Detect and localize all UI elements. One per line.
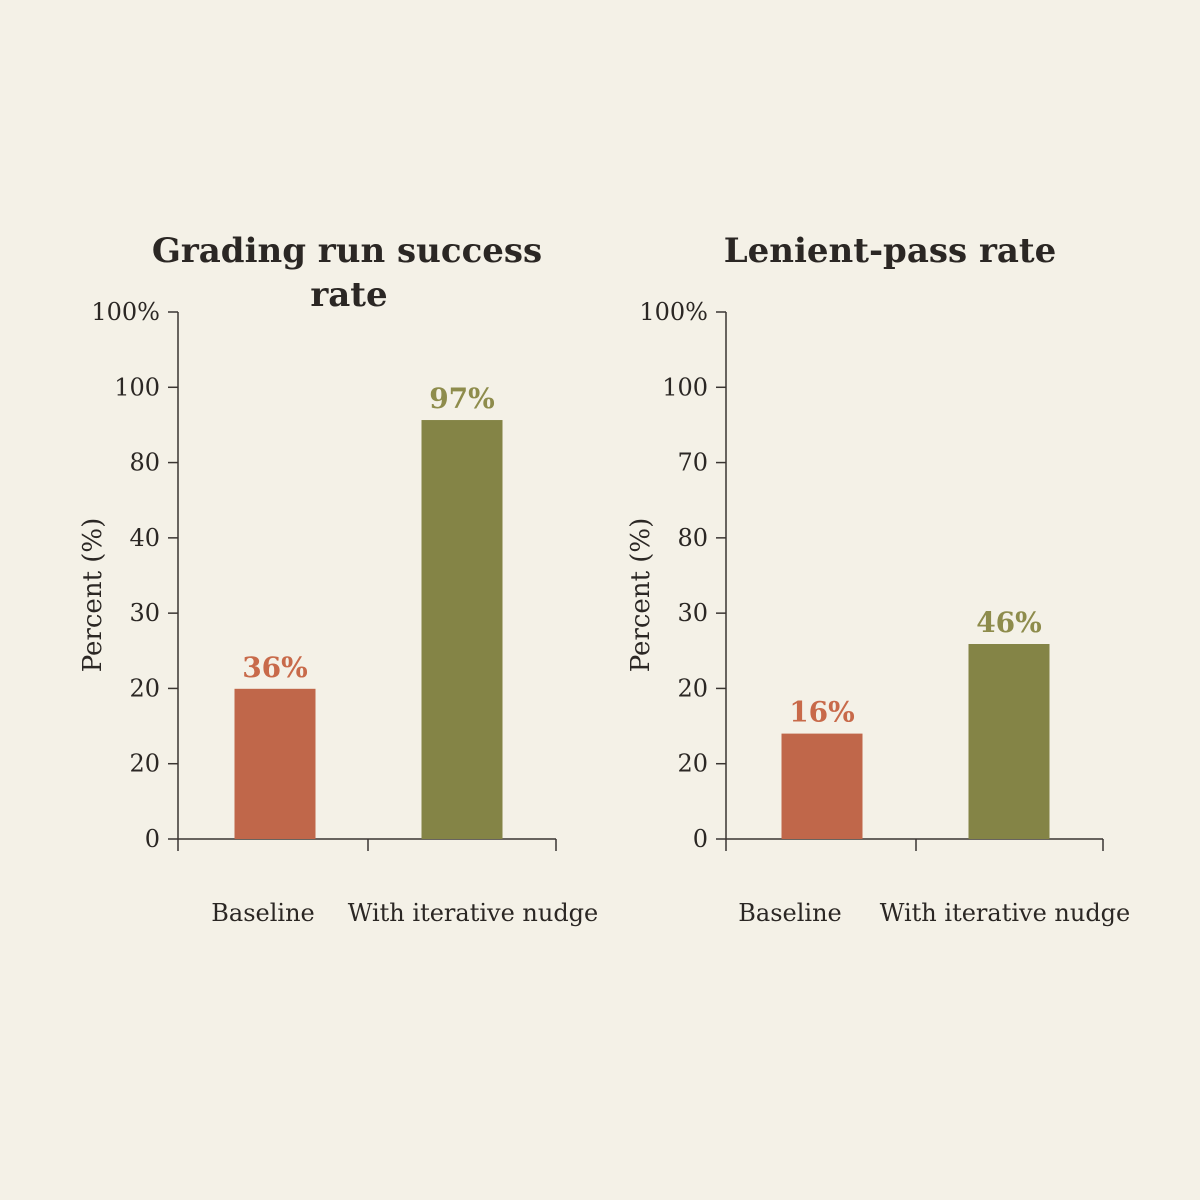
y-axis-label: Percent (%) [626, 518, 656, 673]
chart-title-line-2: rate [310, 275, 387, 315]
data-label-baseline: 36% [242, 651, 308, 684]
y-tick-label: 30 [129, 599, 160, 627]
chart-title-line-1: Grading run success [152, 231, 542, 271]
y-tick-label: 100 [662, 373, 708, 401]
y-tick-label: 0 [693, 825, 708, 853]
y-tick-label: 40 [129, 524, 160, 552]
y-axis-label: Percent (%) [78, 518, 108, 673]
category-label-baseline: Baseline [738, 899, 841, 927]
y-axis-ticks: 0 20 20 30 40 80 100 100% [91, 298, 178, 853]
y-tick-label: 80 [129, 449, 160, 477]
chart-title-line-1: Lenient-pass rate [724, 231, 1057, 271]
y-tick-label: 20 [677, 750, 708, 778]
y-tick-label: 0 [145, 825, 160, 853]
data-label-iterative-nudge: 46% [976, 606, 1042, 639]
y-axis-ticks: 0 20 20 30 80 70 100 100% [639, 298, 726, 853]
data-label-iterative-nudge: 97% [429, 382, 495, 415]
chart-panel-lenient: Lenient-pass rate Percent (%) 0 20 20 30 80 7… [626, 231, 1130, 927]
y-tick-label: 80 [677, 524, 708, 552]
y-tick-label: 30 [677, 599, 708, 627]
y-tick-label: 20 [129, 674, 160, 702]
bar-baseline [781, 733, 863, 839]
bar-iterative-nudge [421, 420, 503, 839]
category-label-baseline: Baseline [211, 899, 314, 927]
category-label-iterative-nudge: With iterative nudge [348, 899, 599, 927]
bar-baseline [234, 688, 316, 839]
chart-panel-success: Grading run success rate Percent (%) 0 20… [78, 231, 598, 927]
bar-iterative-nudge [968, 644, 1050, 839]
y-tick-label: 100% [91, 298, 160, 326]
y-tick-label: 20 [129, 750, 160, 778]
y-tick-label: 100 [114, 373, 160, 401]
y-tick-label: 70 [677, 449, 708, 477]
category-label-iterative-nudge: With iterative nudge [880, 899, 1131, 927]
y-tick-label: 100% [639, 298, 708, 326]
data-label-baseline: 16% [789, 696, 855, 729]
y-tick-label: 20 [677, 674, 708, 702]
